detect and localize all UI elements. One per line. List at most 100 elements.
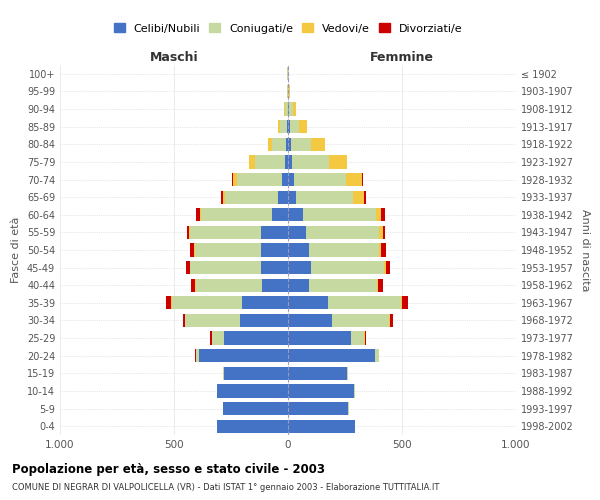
Bar	[226, 190, 278, 204]
Bar	[189, 226, 190, 239]
Bar	[194, 244, 260, 256]
Bar	[249, 156, 255, 168]
Bar	[223, 366, 224, 380]
Bar	[190, 226, 260, 239]
Bar	[260, 261, 288, 274]
Bar	[190, 261, 260, 274]
Bar	[288, 226, 306, 239]
Bar	[288, 244, 308, 256]
Bar	[288, 138, 291, 151]
Bar	[378, 278, 383, 292]
Bar	[288, 261, 311, 274]
Bar	[240, 314, 288, 327]
Bar	[311, 261, 384, 274]
Bar	[217, 420, 288, 433]
Bar	[293, 102, 296, 116]
Bar	[308, 244, 379, 256]
Bar	[260, 244, 288, 256]
Bar	[196, 208, 200, 222]
Bar	[196, 349, 199, 362]
Bar	[306, 226, 379, 239]
Bar	[353, 190, 364, 204]
Bar	[377, 278, 378, 292]
Bar	[288, 314, 332, 327]
Bar	[280, 120, 287, 134]
Bar	[350, 332, 364, 344]
Bar	[278, 120, 280, 134]
Bar	[186, 261, 190, 274]
Bar	[383, 226, 385, 239]
Bar	[190, 244, 194, 256]
Bar	[278, 190, 288, 204]
Bar	[202, 208, 272, 222]
Bar	[285, 102, 287, 116]
Bar	[311, 138, 325, 151]
Bar	[286, 138, 288, 151]
Bar	[292, 156, 329, 168]
Bar	[272, 208, 288, 222]
Bar	[287, 120, 288, 134]
Bar	[291, 138, 311, 151]
Bar	[224, 366, 288, 380]
Bar	[386, 261, 389, 274]
Bar	[382, 208, 385, 222]
Bar	[224, 332, 288, 344]
Bar	[384, 261, 386, 274]
Bar	[379, 226, 383, 239]
Bar	[272, 138, 286, 151]
Bar	[289, 102, 293, 116]
Bar	[401, 296, 408, 310]
Bar	[262, 278, 288, 292]
Bar	[211, 332, 212, 344]
Bar	[288, 278, 308, 292]
Bar	[283, 173, 288, 186]
Bar	[166, 296, 172, 310]
Bar	[328, 296, 401, 310]
Bar	[232, 173, 233, 186]
Bar	[364, 190, 366, 204]
Bar	[200, 208, 202, 222]
Bar	[382, 244, 386, 256]
Bar	[237, 173, 283, 186]
Bar	[365, 332, 366, 344]
Bar	[288, 102, 289, 116]
Bar	[260, 226, 288, 239]
Bar	[212, 332, 224, 344]
Bar	[376, 208, 382, 222]
Bar	[221, 190, 223, 204]
Bar	[308, 278, 377, 292]
Y-axis label: Anni di nascita: Anni di nascita	[580, 209, 590, 291]
Bar	[172, 296, 242, 310]
Bar	[233, 173, 236, 186]
Bar	[288, 173, 294, 186]
Bar	[255, 156, 284, 168]
Bar	[294, 173, 346, 186]
Bar	[288, 120, 290, 134]
Bar	[299, 120, 307, 134]
Bar	[288, 296, 328, 310]
Text: Femmine: Femmine	[370, 51, 434, 64]
Bar	[332, 314, 389, 327]
Bar	[185, 314, 240, 327]
Bar	[288, 156, 292, 168]
Bar	[290, 120, 299, 134]
Bar	[347, 366, 349, 380]
Bar	[217, 384, 288, 398]
Bar	[288, 402, 349, 415]
Bar	[284, 102, 285, 116]
Bar	[183, 314, 185, 327]
Bar	[223, 190, 226, 204]
Bar	[187, 226, 189, 239]
Bar	[199, 349, 288, 362]
Bar	[223, 402, 288, 415]
Bar	[346, 173, 362, 186]
Y-axis label: Fasce di età: Fasce di età	[11, 217, 21, 283]
Bar	[288, 366, 347, 380]
Bar	[303, 208, 376, 222]
Bar	[288, 420, 355, 433]
Bar	[268, 138, 272, 151]
Bar	[288, 208, 303, 222]
Text: COMUNE DI NEGRAR DI VALPOLICELLA (VR) - Dati ISTAT 1° gennaio 2003 - Elaborazion: COMUNE DI NEGRAR DI VALPOLICELLA (VR) - …	[12, 482, 439, 492]
Bar	[288, 332, 350, 344]
Bar	[374, 349, 379, 362]
